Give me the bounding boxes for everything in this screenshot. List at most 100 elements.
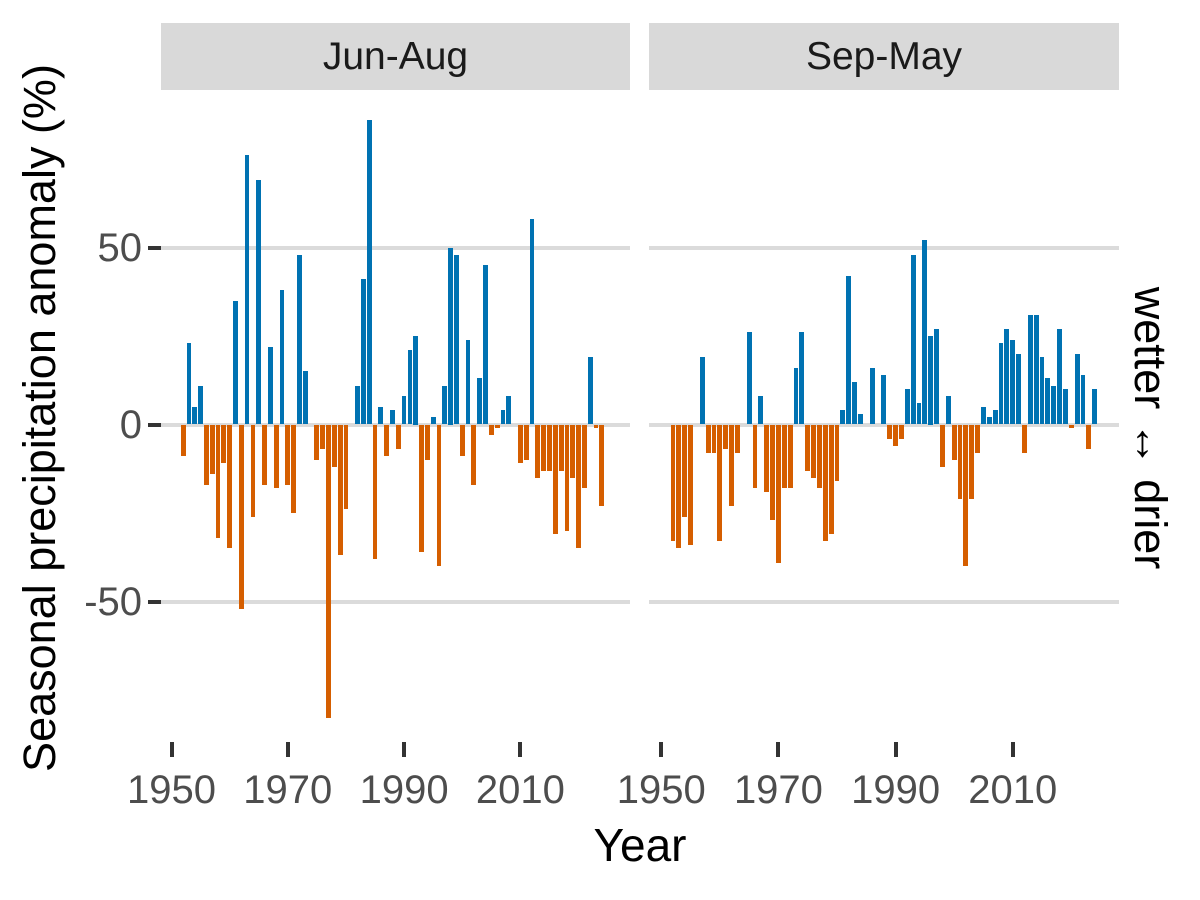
x-tick-label-Jun-Aug-1950: 1950 (127, 768, 216, 812)
bar-Sep-May-1970 (776, 424, 781, 563)
bar-Jun-Aug-1962 (238, 424, 244, 609)
bar-Jun-Aug-1961 (233, 300, 238, 425)
x-tick-label-Sep-May-1950: 1950 (616, 768, 706, 812)
bar-Sep-May-2011 (1016, 353, 1021, 425)
bar-Jun-Aug-2018 (564, 424, 570, 531)
x-tick-mark-Jun-Aug-1990 (402, 742, 407, 757)
bar-Jun-Aug-1955 (198, 385, 203, 425)
bar-Jun-Aug-1994 (424, 424, 430, 460)
bar-Sep-May-1986 (869, 367, 875, 425)
bar-Sep-May-1968 (764, 424, 770, 492)
bar-Sep-May-1980 (834, 424, 840, 482)
bar-Jun-Aug-1966 (262, 424, 267, 485)
facet-strip-sep-may-label: Sep-May (805, 34, 963, 78)
bar-Sep-May-1972 (787, 424, 793, 489)
bar-Jun-Aug-1990 (401, 396, 407, 425)
bar-Jun-Aug-1963 (244, 155, 250, 425)
bar-Sep-May-2024 (1092, 389, 1098, 425)
bar-Jun-Aug-2008 (506, 396, 512, 425)
bar-Jun-Aug-1952 (180, 424, 186, 457)
gridline-0 (649, 422, 1119, 427)
bar-Jun-Aug-2000 (459, 424, 465, 457)
bar-Sep-May-1969 (770, 424, 775, 521)
bar-Jun-Aug-2002 (471, 424, 477, 485)
x-tick-mark-Jun-Aug-1950 (169, 742, 174, 757)
x-tick-mark-Jun-Aug-2010 (518, 742, 523, 757)
bar-Sep-May-1989 (887, 424, 893, 439)
bar-Jun-Aug-1973 (302, 371, 308, 425)
bar-Jun-Aug-2016 (552, 424, 558, 535)
bar-Jun-Aug-2010 (518, 424, 523, 464)
bar-Sep-May-2008 (998, 343, 1004, 425)
bar-Sep-May-2006 (986, 417, 992, 425)
bar-Sep-May-1959 (711, 424, 717, 453)
bar-Jun-Aug-1970 (285, 424, 291, 485)
x-tick-mark-Sep-May-2010 (1010, 742, 1015, 757)
bar-Sep-May-1992 (904, 389, 910, 425)
bar-Sep-May-1955 (688, 424, 693, 545)
bar-Jun-Aug-1978 (331, 424, 337, 467)
bar-Jun-Aug-1985 (372, 424, 378, 560)
bar-Jun-Aug-1977 (326, 424, 331, 719)
bar-Sep-May-1963 (735, 424, 740, 453)
bar-Sep-May-2023 (1086, 424, 1092, 450)
gridline-50 (161, 245, 630, 250)
x-axis-title-text: Year (593, 819, 687, 871)
bar-Sep-May-2007 (992, 410, 998, 425)
bar-Jun-Aug-1993 (419, 424, 424, 552)
facet-strip-sep-may: Sep-May (649, 23, 1119, 90)
bar-Jun-Aug-2024 (599, 424, 605, 506)
gridline-0 (161, 422, 630, 427)
bar-Sep-May-1984 (858, 413, 863, 425)
bar-Sep-May-1999 (945, 396, 951, 425)
bar-Jun-Aug-2019 (570, 424, 576, 478)
y-tick-label-0: 0 (119, 402, 142, 447)
bar-Sep-May-1997 (934, 328, 939, 425)
bar-Jun-Aug-1982 (355, 385, 360, 425)
bar-Sep-May-1962 (729, 424, 734, 506)
bar-Sep-May-1960 (717, 424, 723, 542)
y-tick-label--50: -50 (84, 579, 142, 624)
bar-Sep-May-2014 (1033, 314, 1039, 425)
bar-Jun-Aug-1957 (209, 424, 215, 475)
bar-Jun-Aug-1991 (407, 350, 413, 425)
bar-Sep-May-2017 (1051, 385, 1057, 425)
x-tick-label-Sep-May-1970: 1970 (733, 768, 823, 812)
bar-Jun-Aug-1989 (395, 424, 401, 450)
bar-Sep-May-2018 (1057, 328, 1062, 425)
bar-Jun-Aug-1953 (186, 343, 192, 425)
x-tick-label-Jun-Aug-2010: 2010 (475, 768, 565, 812)
bar-Sep-May-2001 (957, 424, 963, 499)
bar-Sep-May-1990 (893, 424, 898, 446)
bar-Sep-May-1953 (676, 424, 682, 549)
bar-Sep-May-1976 (811, 424, 816, 478)
bar-Sep-May-1961 (723, 424, 729, 450)
bar-Sep-May-1977 (817, 424, 822, 489)
bar-Jun-Aug-2005 (488, 424, 494, 436)
bar-Jun-Aug-2017 (558, 424, 564, 471)
bar-Jun-Aug-2006 (494, 424, 500, 429)
bar-Sep-May-2020 (1068, 424, 1074, 429)
bar-Jun-Aug-2012 (529, 219, 535, 425)
y-tick-mark-50 (148, 245, 161, 250)
bar-Sep-May-1954 (682, 424, 688, 517)
bar-Jun-Aug-1979 (337, 424, 343, 556)
bar-Sep-May-2010 (1010, 339, 1016, 425)
bar-Sep-May-1958 (705, 424, 711, 453)
bar-Sep-May-1978 (822, 424, 828, 542)
panel-jun-aug (161, 90, 630, 742)
x-tick-label-Jun-Aug-1970: 1970 (243, 768, 333, 812)
bar-Sep-May-1967 (758, 396, 764, 425)
bar-Jun-Aug-2004 (483, 265, 488, 425)
bar-Jun-Aug-1998 (448, 247, 454, 425)
bar-Sep-May-2004 (975, 424, 980, 453)
bar-Jun-Aug-1956 (203, 424, 209, 485)
bar-Sep-May-1988 (881, 374, 887, 425)
bar-Sep-May-2022 (1080, 374, 1086, 425)
bar-Jun-Aug-1954 (192, 406, 198, 425)
bar-Sep-May-2005 (981, 406, 986, 425)
bar-Jun-Aug-1975 (314, 424, 320, 460)
bar-Jun-Aug-1960 (227, 424, 233, 549)
bar-Jun-Aug-1996 (436, 424, 442, 567)
